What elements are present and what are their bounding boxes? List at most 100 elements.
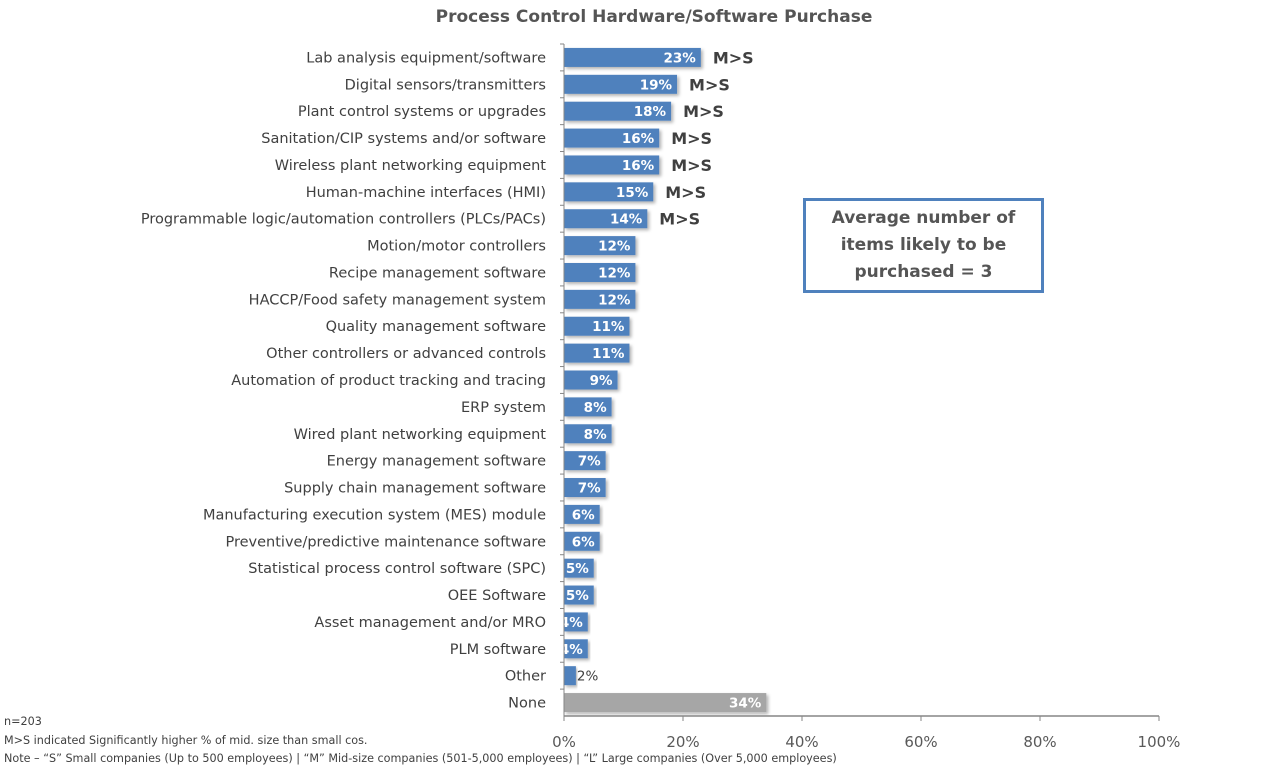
data-label: 12% <box>598 239 631 255</box>
category-label: Wired plant networking equipment <box>294 427 547 443</box>
category-label: HACCP/Food safety management system <box>249 292 546 308</box>
data-label: 16% <box>622 131 655 147</box>
bar-row: Other controllers or advanced controls 11… <box>266 343 630 363</box>
x-tick-label: 40% <box>785 733 818 751</box>
category-label: None <box>508 696 546 712</box>
bar <box>564 101 672 121</box>
bar-row: OEE Software 5% <box>448 585 594 605</box>
bar <box>564 397 612 417</box>
data-label: 8% <box>584 400 607 416</box>
bar <box>564 612 588 632</box>
data-label: 18% <box>634 104 667 120</box>
significance-note: M>S indicated Significantly higher % of … <box>4 734 368 747</box>
data-label: 5% <box>566 561 589 577</box>
bar-row: Other 2% <box>505 666 599 686</box>
chart-title: Process Control Hardware/Software Purcha… <box>436 7 873 27</box>
x-tick-label: 80% <box>1023 733 1056 751</box>
data-label: 2% <box>577 669 599 685</box>
bar <box>564 639 588 659</box>
category-label: Plant control systems or upgrades <box>298 104 546 120</box>
bar-row: Manufacturing execution system (MES) mod… <box>203 504 600 524</box>
bar-row: Quality management software 11% <box>326 316 630 336</box>
category-label: Manufacturing execution system (MES) mod… <box>203 507 546 523</box>
category-label: PLM software <box>450 642 546 658</box>
sample-size-note: n=203 <box>4 715 42 728</box>
data-label: 6% <box>572 534 595 550</box>
bar-row: Recipe management software 12% <box>329 262 636 282</box>
significance-marker: M>S <box>671 129 712 148</box>
bar <box>564 531 600 551</box>
bar <box>564 558 594 578</box>
bar-row: Energy management software 7% <box>327 451 606 471</box>
category-label: Wireless plant networking equipment <box>275 158 547 174</box>
bar <box>564 209 648 229</box>
significance-marker: M>S <box>689 75 730 94</box>
data-label: 12% <box>598 265 631 281</box>
bar <box>564 585 594 605</box>
bar-row: PLM software 4% <box>450 639 588 659</box>
data-label: 4% <box>560 642 583 658</box>
category-label: Preventive/predictive maintenance softwa… <box>225 534 546 550</box>
significance-marker: M>S <box>683 102 724 121</box>
category-label: Quality management software <box>326 319 547 335</box>
x-tick-label: 0% <box>552 733 576 751</box>
bar <box>564 343 630 363</box>
category-label: Motion/motor controllers <box>367 239 546 255</box>
category-label: Lab analysis equipment/software <box>306 50 546 66</box>
callout-line-2: items likely to be <box>840 235 1007 255</box>
bar-row: Sanitation/CIP systems and/or software 16… <box>261 128 712 148</box>
data-label: 6% <box>572 507 595 523</box>
category-label: Human-machine interfaces (HMI) <box>306 185 546 201</box>
significance-marker: M>S <box>713 48 754 67</box>
data-label: 5% <box>566 588 589 604</box>
category-label: Recipe management software <box>329 265 546 281</box>
significance-marker: M>S <box>665 183 706 202</box>
bar <box>564 47 701 67</box>
category-label: Energy management software <box>327 454 546 470</box>
data-label: 15% <box>616 185 649 201</box>
callout-line-1: Average number of <box>831 208 1016 228</box>
bar <box>564 451 606 471</box>
average-items-callout: Average number of items likely to be pur… <box>803 198 1044 293</box>
bar-row: Wireless plant networking equipment 16% M>… <box>275 155 712 175</box>
bar-row: Statistical process control software (SP… <box>248 558 594 578</box>
bar-row: Wired plant networking equipment 8% <box>294 424 612 444</box>
category-label: Automation of product tracking and traci… <box>231 373 546 389</box>
bar-row: Human-machine interfaces (HMI) 15% M>S <box>306 182 706 202</box>
data-label: 19% <box>640 77 673 93</box>
data-label: 34% <box>729 696 762 712</box>
category-label: Digital sensors/transmitters <box>345 77 546 93</box>
data-label: 4% <box>560 615 583 631</box>
bar <box>564 262 636 282</box>
bar <box>564 182 654 202</box>
significance-marker: M>S <box>671 156 712 175</box>
bar-row: None 34% <box>508 693 767 713</box>
x-tick-label: 100% <box>1138 733 1181 751</box>
bar <box>564 155 660 175</box>
category-label: Programmable logic/automation controller… <box>141 212 546 228</box>
data-label: 12% <box>598 292 631 308</box>
bar-row: Motion/motor controllers 12% <box>367 236 636 256</box>
category-label: Sanitation/CIP systems and/or software <box>261 131 546 147</box>
bar <box>564 236 636 256</box>
bar-row: Digital sensors/transmitters 19% M>S <box>345 74 730 94</box>
data-label: 9% <box>590 373 613 389</box>
data-label: 16% <box>622 158 655 174</box>
x-tick-label: 20% <box>666 733 699 751</box>
bar <box>564 289 636 309</box>
category-label: Statistical process control software (SP… <box>248 561 546 577</box>
significance-marker: M>S <box>659 210 700 229</box>
category-label: Asset management and/or MRO <box>314 615 546 631</box>
bar-row: Plant control systems or upgrades 18% M>S <box>298 101 724 121</box>
callout-line-3: purchased = 3 <box>854 262 993 282</box>
bar-row: HACCP/Food safety management system 12% <box>249 289 636 309</box>
bar-row: Lab analysis equipment/software 23% M>S <box>306 47 754 67</box>
bar <box>564 693 767 713</box>
data-label: 7% <box>578 454 601 470</box>
bar <box>564 128 660 148</box>
data-label: 8% <box>584 427 607 443</box>
data-label: 7% <box>578 481 601 497</box>
bar <box>564 504 600 524</box>
bar <box>564 74 678 94</box>
